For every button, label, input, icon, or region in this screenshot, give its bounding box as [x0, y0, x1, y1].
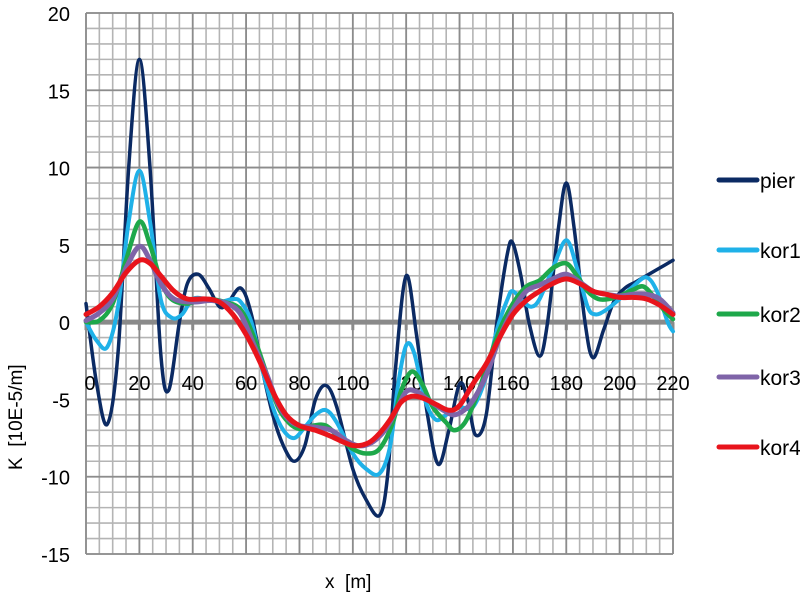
x-tick-label: 20 [128, 373, 150, 395]
x-tick-label: 60 [235, 373, 257, 395]
series-line-pier [84, 57, 675, 518]
x-tick-label: 40 [182, 373, 204, 395]
y-tick-label: 5 [59, 236, 70, 258]
legend-item-kor3: kor3 [716, 367, 800, 390]
x-tick-label: 160 [496, 373, 529, 395]
legend-item-kor4: kor4 [716, 437, 800, 460]
y-axis-tick-labels: 20 15 10 5 0 -5 -10 -15 [41, 4, 70, 567]
x-axis-title: x [m] [325, 572, 371, 593]
x-tick-label: 100 [336, 373, 369, 395]
x-tick-label: 180 [550, 373, 583, 395]
major-gridlines [85, 12, 674, 555]
y-tick-label: 20 [48, 4, 70, 26]
x-tick-label: 0 [84, 373, 95, 395]
legend: pier kor1 kor2 kor3 kor4 [716, 170, 800, 460]
legend-label: kor3 [760, 367, 800, 390]
data-series [83, 57, 676, 518]
series-line-kor4 [83, 257, 676, 449]
y-tick-label: -15 [41, 545, 70, 567]
series-line-kor1 [84, 168, 675, 477]
y-axis-title: K [10E-5/m] [6, 364, 27, 470]
y-tick-label: 15 [48, 81, 70, 103]
x-tick-label: 220 [656, 373, 689, 395]
legend-label: kor4 [760, 437, 800, 460]
y-tick-label: -10 [41, 468, 70, 490]
x-axis-tick-marks [84, 322, 675, 331]
x-tick-label: 200 [603, 373, 636, 395]
y-tick-label: 10 [48, 159, 70, 181]
legend-label: kor2 [760, 304, 800, 327]
y-tick-label: 0 [59, 313, 70, 335]
legend-label: pier [760, 170, 795, 193]
legend-item-kor2: kor2 [716, 304, 800, 327]
legend-item-kor1: kor1 [716, 240, 800, 263]
x-tick-label: 80 [288, 373, 310, 395]
y-tick-label: -5 [52, 390, 70, 412]
legend-label: kor1 [760, 240, 800, 263]
legend-item-pier: pier [716, 170, 795, 193]
